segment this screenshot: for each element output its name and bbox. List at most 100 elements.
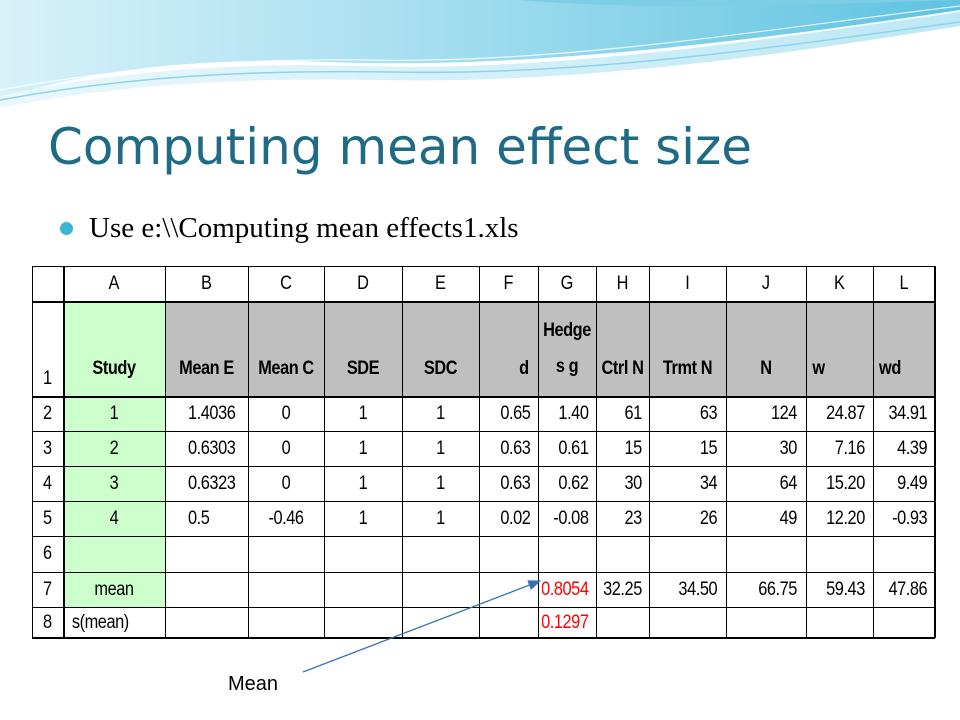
cell-d5[interactable]: 1 [358, 507, 368, 529]
cell-i6[interactable] [654, 536, 720, 572]
cell-a3[interactable]: 2 [109, 437, 119, 459]
cell-f8[interactable] [483, 607, 534, 638]
cell-f7[interactable] [483, 572, 534, 607]
column-header-j[interactable]: J [761, 272, 771, 294]
row-header-5[interactable]: 5 [42, 507, 53, 529]
cell-j2[interactable]: 124 [770, 402, 797, 424]
cell-l7[interactable]: 47.86 [888, 578, 928, 600]
cell-d3[interactable]: 1 [358, 437, 368, 459]
cell-e5[interactable]: 1 [436, 507, 445, 529]
cell-b4[interactable]: 0.6323 [188, 472, 236, 494]
row-header-1[interactable]: 1 [42, 368, 53, 389]
row-header-3[interactable]: 3 [42, 437, 53, 459]
cell-h6[interactable] [600, 536, 646, 572]
cell-e7[interactable] [407, 572, 473, 607]
cell-d4[interactable]: 1 [358, 472, 368, 494]
cell-k3[interactable]: 7.16 [834, 437, 866, 459]
cell-i3[interactable]: 15 [699, 437, 718, 459]
column-header-g[interactable]: G [560, 272, 574, 294]
column-header-i[interactable]: I [685, 272, 690, 294]
cell-f2[interactable]: 0.65 [500, 402, 531, 424]
cell-c8[interactable] [253, 607, 318, 638]
column-header-e[interactable]: E [435, 272, 446, 294]
cell-g6[interactable] [542, 536, 592, 572]
row-header-4[interactable]: 4 [42, 472, 53, 494]
cell-a6[interactable] [70, 536, 158, 572]
cell-l8[interactable] [877, 607, 930, 638]
column-header-c[interactable]: C [280, 272, 292, 294]
cell-e6[interactable] [407, 536, 473, 572]
column-header-l[interactable]: L [899, 272, 909, 294]
cell-c4[interactable]: 0 [281, 472, 291, 494]
cell-c6[interactable] [253, 536, 318, 572]
cell-l6[interactable] [877, 536, 930, 572]
cell-l4[interactable]: 9.49 [897, 472, 928, 494]
cell-f3[interactable]: 0.63 [500, 437, 531, 459]
column-header-d[interactable]: D [357, 272, 369, 294]
cell-l2[interactable]: 34.91 [888, 402, 928, 424]
cell-d6[interactable] [329, 536, 396, 572]
cell-l3[interactable]: 4.39 [897, 437, 928, 459]
cell-e8[interactable] [407, 607, 473, 638]
cell-e3[interactable]: 1 [436, 437, 445, 459]
cell-i4[interactable]: 34 [699, 472, 718, 494]
cell-k4[interactable]: 15.20 [826, 472, 865, 494]
row-header-2[interactable]: 2 [42, 402, 53, 424]
column-header-h[interactable]: H [616, 272, 629, 294]
cell-g7[interactable]: 0.8054 [542, 578, 589, 600]
cell-k8[interactable] [811, 607, 869, 638]
cell-i8[interactable] [654, 607, 720, 638]
cell-g8[interactable]: 0.1297 [542, 611, 589, 633]
cell-g3[interactable]: 0.61 [558, 437, 589, 459]
cell-f6[interactable] [483, 536, 534, 572]
cell-i5[interactable]: 26 [699, 507, 718, 529]
cell-d8[interactable] [329, 607, 396, 638]
cell-h4[interactable]: 30 [624, 472, 643, 494]
cell-i7[interactable]: 34.50 [678, 578, 718, 600]
cell-j8[interactable] [732, 607, 801, 638]
row-header-8[interactable]: 8 [42, 611, 53, 633]
column-header-b[interactable]: B [201, 272, 212, 294]
cell-j5[interactable]: 49 [779, 507, 798, 529]
cell-a4[interactable]: 3 [109, 472, 119, 494]
cell-h5[interactable]: 23 [624, 507, 643, 529]
cell-j3[interactable]: 30 [779, 437, 798, 459]
cell-h7[interactable]: 32.25 [603, 578, 642, 600]
row-header-7[interactable]: 7 [42, 578, 53, 600]
cell-e4[interactable]: 1 [436, 472, 445, 494]
cell-j6[interactable] [732, 536, 801, 572]
cell-b2[interactable]: 1.4036 [188, 402, 236, 424]
cell-b7[interactable] [171, 572, 242, 607]
cell-b8[interactable] [171, 607, 242, 638]
cell-b5[interactable]: 0.5 [188, 507, 210, 529]
cell-g4[interactable]: 0.62 [558, 472, 589, 494]
cell-i2[interactable]: 63 [699, 402, 718, 424]
row-header-6[interactable]: 6 [42, 543, 53, 564]
cell-j4[interactable]: 64 [779, 472, 798, 494]
cell-h8[interactable] [600, 607, 646, 638]
cell-h3[interactable]: 15 [624, 437, 643, 459]
cell-j7[interactable]: 66.75 [758, 578, 797, 600]
cell-k5[interactable]: 12.20 [826, 507, 865, 529]
cell-a2[interactable]: 1 [109, 402, 119, 424]
cell-c2[interactable]: 0 [281, 402, 291, 424]
cell-c3[interactable]: 0 [281, 437, 291, 459]
cell-f4[interactable]: 0.63 [500, 472, 531, 494]
cell-k6[interactable] [811, 536, 869, 572]
cell-g2[interactable]: 1.40 [558, 402, 589, 424]
cell-k7[interactable]: 59.43 [826, 578, 865, 600]
column-header-k[interactable]: K [834, 272, 845, 294]
cell-b3[interactable]: 0.6303 [188, 437, 236, 459]
cell-f5[interactable]: 0.02 [500, 507, 531, 529]
cell-d7[interactable] [329, 572, 396, 607]
cell-a8[interactable]: s(mean) [71, 611, 129, 633]
cell-l5[interactable]: -0.93 [892, 507, 928, 529]
cell-d2[interactable]: 1 [358, 402, 368, 424]
cell-g5[interactable]: -0.08 [553, 507, 589, 529]
cell-a7[interactable]: mean [94, 578, 134, 600]
cell-k2[interactable]: 24.87 [826, 402, 865, 424]
cell-b6[interactable] [171, 536, 242, 572]
cell-a5[interactable]: 4 [109, 507, 119, 529]
cell-c7[interactable] [253, 572, 318, 607]
cell-e2[interactable]: 1 [436, 402, 445, 424]
